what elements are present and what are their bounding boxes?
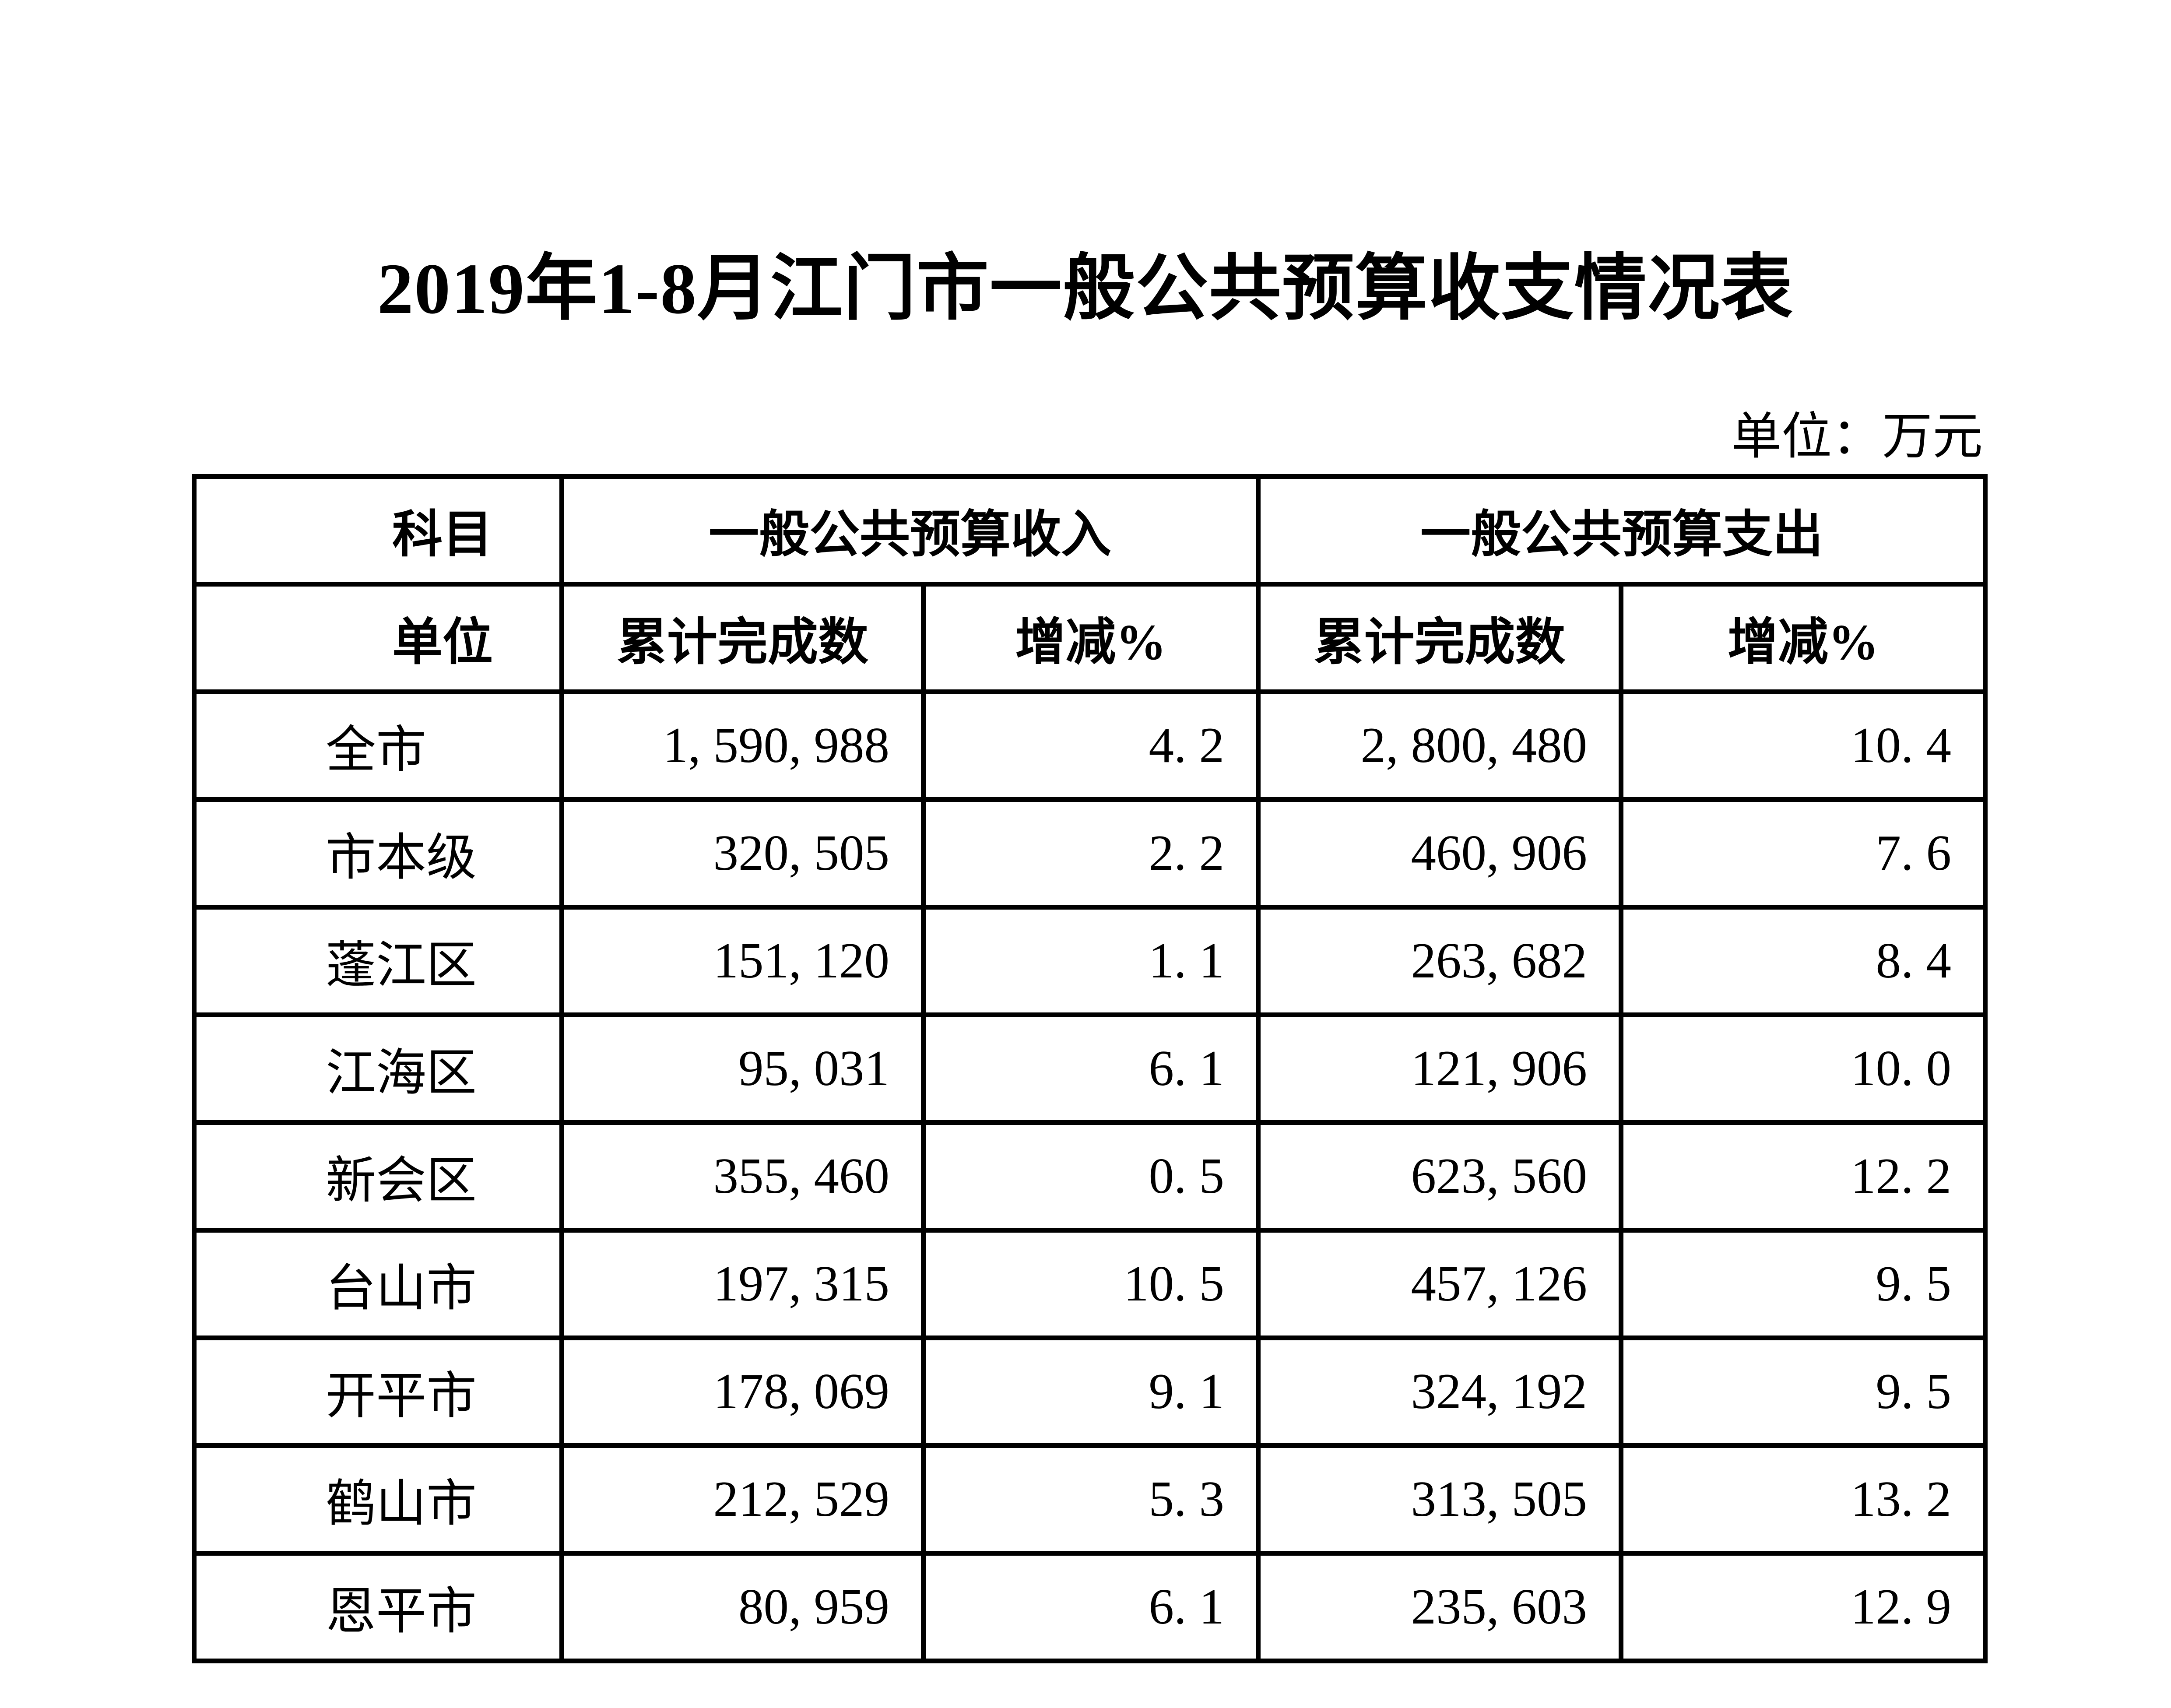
row-income-pct: 5. 3 [920, 1443, 1261, 1556]
row-expense-pct: 8. 4 [1619, 904, 1988, 1017]
row-expense-value: 235, 603 [1256, 1550, 1624, 1663]
row-expense-pct: 12. 2 [1619, 1120, 1988, 1233]
table-row: 江海区 95, 031 6. 1 121, 906 10. 0 [192, 1012, 1988, 1125]
row-income-pct: 0. 5 [920, 1120, 1261, 1233]
row-expense-pct: 13. 2 [1619, 1443, 1988, 1556]
row-income-value: 197, 315 [559, 1227, 926, 1340]
table-row: 蓬江区 151, 120 1. 1 263, 682 8. 4 [192, 904, 1988, 1017]
header-income-change-pct: 增减% [920, 581, 1261, 694]
row-expense-value: 2, 800, 480 [1256, 689, 1624, 802]
row-region-name: 鹤山市 [192, 1443, 564, 1556]
table-row: 新会区 355, 460 0. 5 623, 560 12. 2 [192, 1120, 1988, 1233]
unit-note: 单位：万元 [1731, 408, 1983, 464]
row-expense-value: 121, 906 [1256, 1012, 1624, 1125]
budget-table: 科目 一般公共预算收入 一般公共预算支出 单位 累计完成数 增减% 累计完成数 … [192, 474, 1988, 1663]
row-expense-value: 623, 560 [1256, 1120, 1624, 1233]
row-region-name: 蓬江区 [192, 904, 564, 1017]
row-expense-value: 460, 906 [1256, 797, 1624, 910]
row-income-pct: 9. 1 [920, 1335, 1261, 1448]
row-region-name: 开平市 [192, 1335, 564, 1448]
header-expense-group: 一般公共预算支出 [1256, 474, 1988, 587]
row-region-name: 市本级 [192, 797, 564, 910]
row-income-pct: 2. 2 [920, 797, 1261, 910]
row-expense-value: 263, 682 [1256, 904, 1624, 1017]
row-income-value: 355, 460 [559, 1120, 926, 1233]
row-expense-pct: 10. 0 [1619, 1012, 1988, 1125]
row-income-value: 1, 590, 988 [559, 689, 926, 802]
row-income-value: 320, 505 [559, 797, 926, 910]
row-expense-pct: 7. 6 [1619, 797, 1988, 910]
header-income-cumulative: 累计完成数 [559, 581, 926, 694]
row-income-value: 212, 529 [559, 1443, 926, 1556]
header-unit: 单位 [192, 581, 564, 694]
table-row: 市本级 320, 505 2. 2 460, 906 7. 6 [192, 797, 1988, 910]
header-expense-change-pct: 增减% [1619, 581, 1988, 694]
row-region-name: 台山市 [192, 1227, 564, 1340]
header-row-columns: 单位 累计完成数 增减% 累计完成数 增减% [192, 581, 1988, 694]
row-region-name: 江海区 [192, 1012, 564, 1125]
row-income-value: 80, 959 [559, 1550, 926, 1663]
row-income-value: 178, 069 [559, 1335, 926, 1448]
row-expense-value: 313, 505 [1256, 1443, 1624, 1556]
row-region-name: 全市 [192, 689, 564, 802]
row-expense-pct: 10. 4 [1619, 689, 1988, 802]
row-income-pct: 6. 1 [920, 1550, 1261, 1663]
header-subject: 科目 [192, 474, 564, 587]
row-income-pct: 4. 2 [920, 689, 1261, 802]
row-income-pct: 6. 1 [920, 1012, 1261, 1125]
row-expense-pct: 9. 5 [1619, 1335, 1988, 1448]
table-row: 恩平市 80, 959 6. 1 235, 603 12. 9 [192, 1550, 1988, 1663]
table-row: 开平市 178, 069 9. 1 324, 192 9. 5 [192, 1335, 1988, 1448]
header-income-group: 一般公共预算收入 [559, 474, 1261, 587]
table-row: 鹤山市 212, 529 5. 3 313, 505 13. 2 [192, 1443, 1988, 1556]
row-expense-value: 324, 192 [1256, 1335, 1624, 1448]
row-income-pct: 1. 1 [920, 904, 1261, 1017]
row-expense-pct: 9. 5 [1619, 1227, 1988, 1340]
table-row: 台山市 197, 315 10. 5 457, 126 9. 5 [192, 1227, 1988, 1340]
row-region-name: 恩平市 [192, 1550, 564, 1663]
header-expense-cumulative: 累计完成数 [1256, 581, 1624, 694]
row-income-value: 95, 031 [559, 1012, 926, 1125]
table-row: 全市 1, 590, 988 4. 2 2, 800, 480 10. 4 [192, 689, 1988, 802]
row-region-name: 新会区 [192, 1120, 564, 1233]
row-income-pct: 10. 5 [920, 1227, 1261, 1340]
row-income-value: 151, 120 [559, 904, 926, 1017]
header-row-groups: 科目 一般公共预算收入 一般公共预算支出 [192, 474, 1988, 587]
row-expense-value: 457, 126 [1256, 1227, 1624, 1340]
row-expense-pct: 12. 9 [1619, 1550, 1988, 1663]
page-title: 2019年1-8月江门市一般公共预算收支情况表 [377, 249, 1794, 329]
